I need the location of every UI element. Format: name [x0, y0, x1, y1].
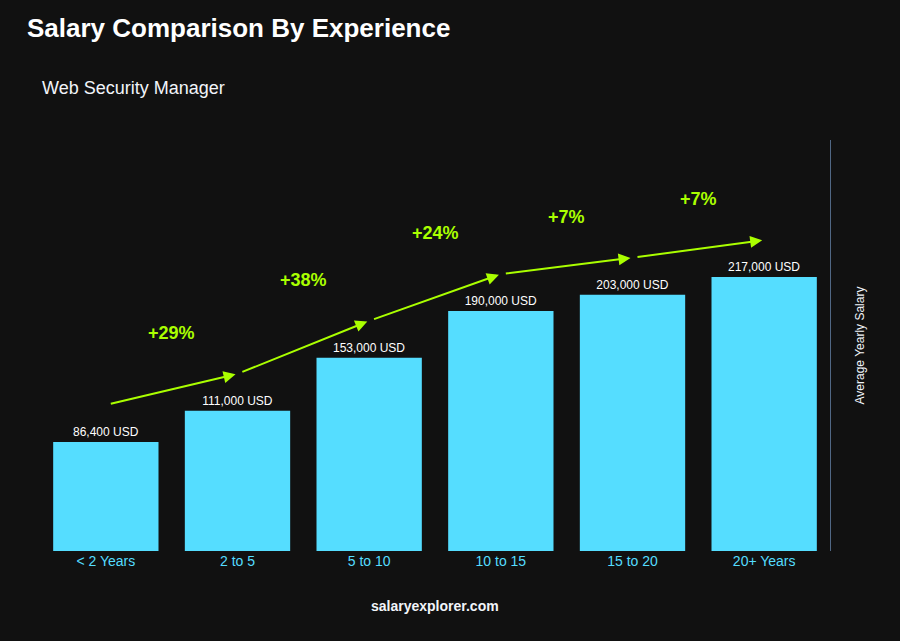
svg-text:Average Yearly Salary: Average Yearly Salary [853, 287, 867, 405]
svg-text:190,000 USD: 190,000 USD [465, 294, 537, 308]
svg-text:15 to 20: 15 to 20 [607, 553, 658, 569]
svg-text:203,000 USD: 203,000 USD [596, 278, 668, 292]
svg-text:10 to 15: 10 to 15 [476, 553, 527, 569]
svg-text:+38%: +38% [280, 270, 327, 290]
svg-text:Salary Comparison By Experienc: Salary Comparison By Experience [27, 13, 450, 43]
svg-text:153,000 USD: 153,000 USD [333, 341, 405, 355]
svg-text:111,000 USD: 111,000 USD [202, 394, 273, 408]
svg-text:217,000 USD: 217,000 USD [728, 260, 800, 274]
svg-text:+7%: +7% [680, 189, 717, 209]
svg-text:+29%: +29% [148, 323, 195, 343]
svg-text:+24%: +24% [412, 223, 459, 243]
svg-text:+7%: +7% [548, 207, 585, 227]
svg-text:salaryexplorer.com: salaryexplorer.com [371, 598, 499, 614]
svg-text:20+ Years: 20+ Years [733, 553, 796, 569]
svg-text:Web Security Manager: Web Security Manager [42, 78, 225, 98]
svg-text:86,400 USD: 86,400 USD [73, 425, 139, 439]
svg-text:5 to 10: 5 to 10 [348, 553, 391, 569]
svg-text:2 to 5: 2 to 5 [220, 553, 255, 569]
svg-text:< 2 Years: < 2 Years [76, 553, 135, 569]
